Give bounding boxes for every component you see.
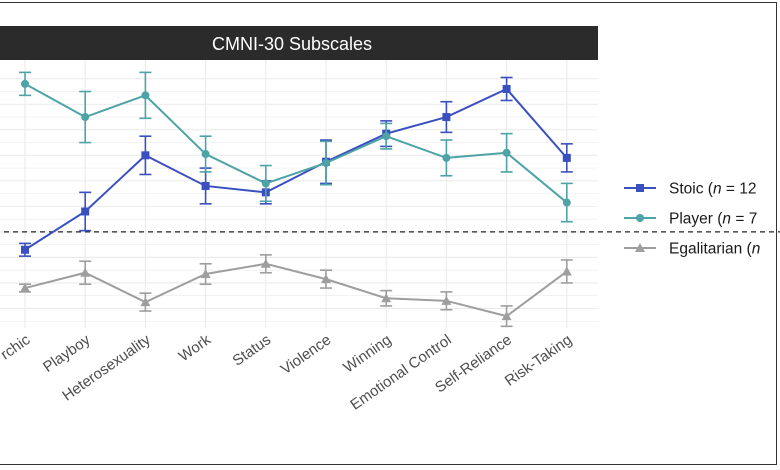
title-strip — [0, 26, 598, 60]
series-egalitarian — [19, 254, 573, 328]
legend-item-egalitarian: Egalitarian (n — [624, 241, 760, 258]
data-point — [321, 274, 331, 284]
data-point — [81, 207, 90, 216]
data-point — [81, 113, 90, 122]
data-point — [20, 283, 30, 293]
data-point — [561, 266, 572, 276]
data-point — [140, 297, 151, 307]
data-point — [261, 179, 270, 188]
series-stoic — [19, 76, 573, 257]
data-point — [201, 150, 210, 159]
x-tick-label: rchic — [0, 331, 34, 363]
x-tick-label: Status — [230, 331, 275, 369]
x-tick-label: Work — [176, 331, 215, 365]
legend-item-player: Player (n = 7 — [624, 211, 757, 228]
legend: Stoic (n = 12 Player (n = 7 Egalitarian (n — [624, 181, 760, 258]
x-tick-label: Violence — [278, 331, 335, 378]
data-point — [381, 293, 392, 303]
data-point — [322, 158, 330, 167]
legend-key-marker — [636, 214, 644, 222]
data-point — [200, 269, 211, 279]
x-tick-label: Winning — [340, 331, 394, 376]
data-point — [141, 91, 150, 100]
x-tick-label: Playboy — [40, 331, 94, 376]
legend-label: Player (n = 7 — [669, 211, 757, 228]
data-point — [502, 148, 511, 157]
series-line — [24, 87, 568, 251]
x-tick-label: Emotional Control — [347, 331, 454, 413]
data-point — [201, 181, 210, 190]
legend-key-marker — [636, 184, 644, 192]
legend-label: Stoic (n = 12 — [669, 181, 756, 198]
data-point — [21, 245, 29, 254]
data-point — [442, 153, 451, 162]
legend-label: Egalitarian (n — [669, 241, 760, 258]
data-point — [141, 151, 150, 160]
chart-title: CMNI-30 Subscales — [212, 34, 372, 54]
grid — [0, 60, 598, 328]
data-point — [21, 79, 29, 88]
data-point — [80, 267, 91, 277]
data-point — [382, 132, 391, 141]
data-point — [501, 311, 512, 321]
series-line — [24, 82, 568, 204]
legend-key-marker — [635, 243, 645, 252]
series-line — [24, 262, 568, 318]
series-group — [19, 71, 573, 328]
data-point — [562, 153, 571, 162]
x-tick-label: Risk-Taking — [502, 331, 575, 389]
data-point — [562, 198, 571, 207]
data-point — [441, 295, 452, 305]
series-player — [19, 71, 573, 223]
data-point — [260, 258, 271, 268]
data-point — [502, 84, 511, 93]
legend-item-stoic: Stoic (n = 12 — [624, 181, 756, 198]
data-point — [442, 113, 451, 122]
